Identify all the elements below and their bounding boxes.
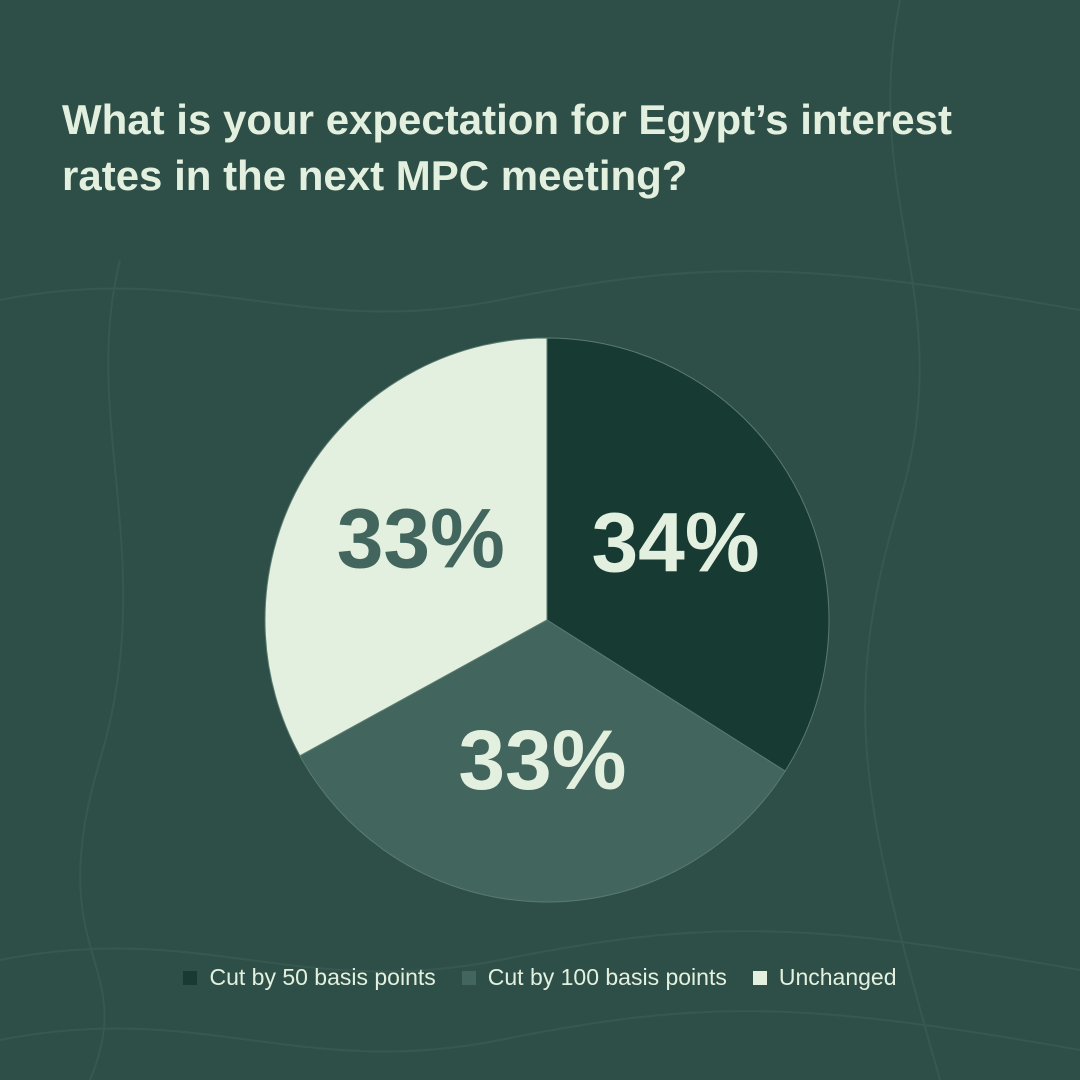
legend-item: Cut by 50 basis points bbox=[183, 964, 436, 991]
legend-swatch bbox=[752, 970, 767, 985]
legend-swatch bbox=[461, 970, 476, 985]
legend-item: Cut by 100 basis points bbox=[461, 964, 727, 991]
data-label: 34% bbox=[591, 496, 759, 590]
legend: Cut by 50 basis points Cut by 100 basis p… bbox=[0, 964, 1080, 991]
legend-swatch bbox=[183, 970, 198, 985]
legend-label: Cut by 50 basis points bbox=[209, 964, 436, 990]
legend-label: Unchanged bbox=[778, 964, 897, 990]
legend-item: Unchanged bbox=[752, 964, 897, 991]
chart-title: What is your expectation for Egypt’s int… bbox=[62, 96, 952, 199]
pie-slice bbox=[546, 337, 830, 772]
data-label: 33% bbox=[337, 492, 505, 586]
pie-slice bbox=[299, 619, 786, 903]
pie-slice bbox=[264, 337, 548, 757]
legend-label: Cut by 100 basis points bbox=[487, 964, 727, 990]
data-label: 33% bbox=[458, 713, 626, 807]
